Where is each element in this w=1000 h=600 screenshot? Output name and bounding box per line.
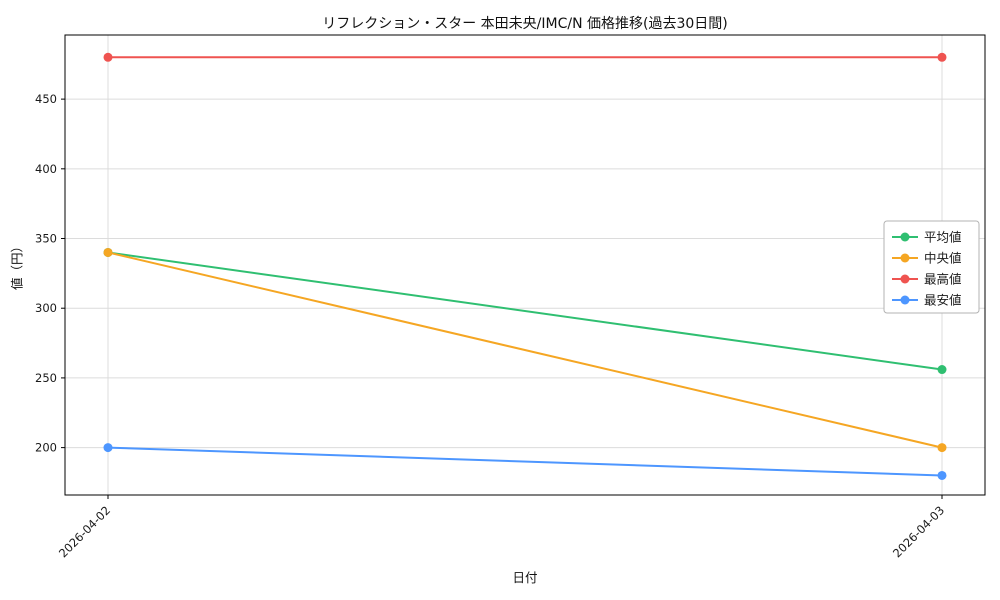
series-marker-average-1 (937, 365, 947, 375)
chart-title: リフレクション・スター 本田未央/IMC/N 価格推移(過去30日間) (322, 16, 728, 32)
legend-marker-min (900, 295, 910, 305)
legend-marker-max (900, 274, 910, 284)
legend-label-median: 中央値 (924, 251, 962, 266)
series-line-min (107, 446, 943, 477)
y-tick-label: 450 (35, 92, 57, 106)
legend-marker-average (900, 232, 910, 242)
series-marker-max-0 (103, 52, 113, 62)
series-line-average (107, 251, 943, 371)
y-tick-label: 200 (35, 441, 57, 455)
legend-label-max: 最高値 (924, 272, 962, 287)
legend-label-min: 最安値 (924, 293, 962, 308)
legend-box (883, 220, 980, 314)
legend-marker-median (900, 253, 910, 263)
series-marker-max-1 (937, 52, 947, 62)
plot-border (64, 34, 986, 496)
legend-label-average: 平均値 (924, 230, 962, 245)
y-axis-label: 値（円） (9, 239, 25, 291)
y-tick-label: 250 (35, 371, 57, 385)
series-marker-min-1 (937, 470, 947, 480)
x-tick-label: 2026-04-03 (890, 503, 947, 560)
series-line-median (107, 251, 943, 449)
series-marker-min-0 (103, 443, 113, 453)
y-tick-label: 400 (35, 162, 57, 176)
series-marker-median-1 (937, 443, 947, 453)
series-marker-median-0 (103, 247, 113, 257)
y-tick-label: 300 (35, 301, 57, 315)
x-axis-label: 日付 (512, 570, 538, 585)
y-tick-label: 350 (35, 232, 57, 246)
x-tick-label: 2026-04-02 (56, 503, 113, 560)
